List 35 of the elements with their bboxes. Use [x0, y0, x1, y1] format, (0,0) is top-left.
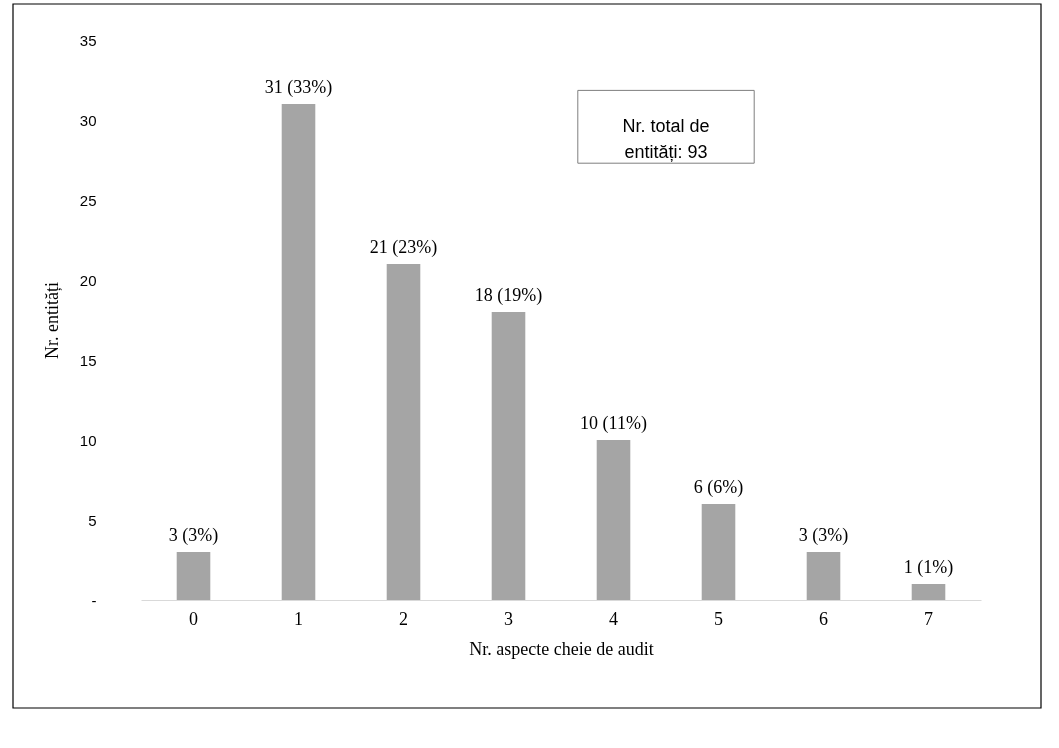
y-tick-label: 20: [79, 271, 97, 289]
annotation: Nr. total de entități: 93: [622, 115, 710, 162]
x-tick-label: 6: [819, 608, 828, 629]
data-label: 1 (1%): [903, 557, 954, 578]
bar: [281, 104, 316, 600]
x-tick-label: 0: [189, 608, 198, 629]
data-label: 6 (6%): [693, 477, 744, 498]
y-tick-label: -: [91, 591, 97, 609]
bar: [701, 504, 736, 600]
data-label: 18 (19%): [474, 285, 543, 306]
x-axis-title: Nr. aspecte cheie de audit: [469, 638, 654, 659]
bar: [176, 552, 211, 600]
bar: [806, 552, 841, 600]
x-tick-label: 3: [504, 608, 513, 629]
data-label: 3 (3%): [798, 525, 849, 546]
bar: [911, 584, 946, 600]
bar: [596, 440, 631, 600]
x-tick-label: 4: [609, 608, 618, 629]
y-tick-label: 35: [79, 31, 97, 49]
y-tick-label: 30: [79, 111, 97, 129]
y-tick-label: 25: [79, 191, 97, 209]
data-label: 10 (11%): [580, 413, 647, 434]
y-tick-label: 15: [79, 351, 97, 369]
data-label: 3 (3%): [168, 525, 219, 546]
data-label: 21 (23%): [369, 237, 438, 258]
x-tick-label: 2: [399, 608, 408, 629]
y-tick-label: 10: [79, 431, 97, 449]
y-tick-label: 5: [88, 511, 97, 529]
y-axis-title: Nr. entități: [41, 282, 62, 359]
x-tick-label: 1: [294, 608, 303, 629]
x-tick-label: 7: [924, 608, 933, 629]
bar: [491, 312, 526, 600]
data-label: 31 (33%): [264, 77, 333, 98]
x-tick-label: 5: [714, 608, 723, 629]
bar: [386, 264, 421, 600]
